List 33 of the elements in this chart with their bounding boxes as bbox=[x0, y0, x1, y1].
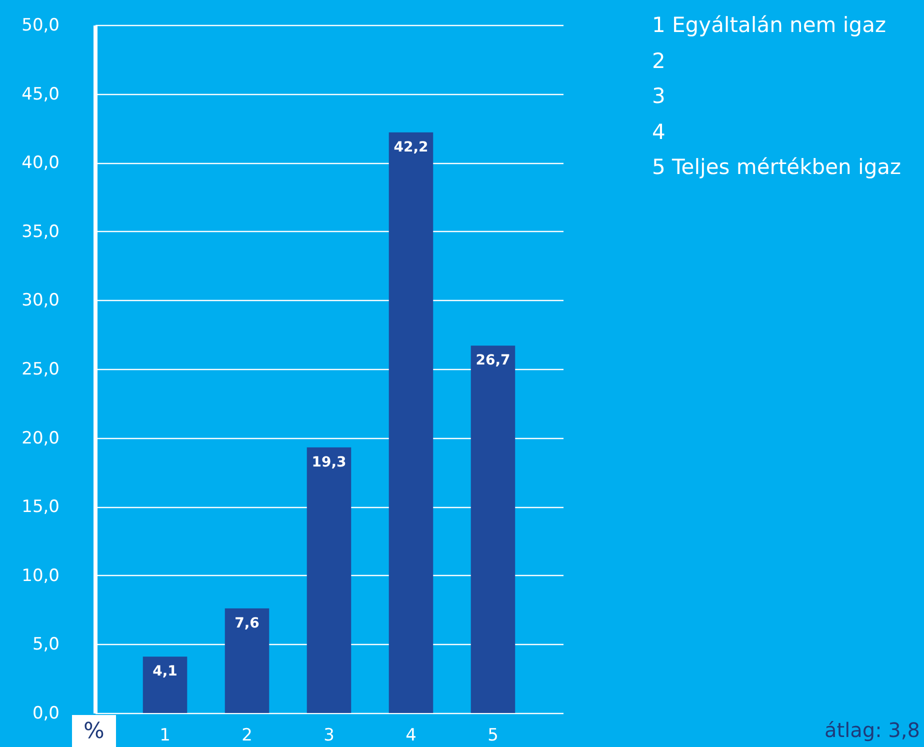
x-tick-label: 3 bbox=[324, 726, 334, 746]
y-tick-label: 40,0 bbox=[22, 153, 60, 174]
y-tick-label: 25,0 bbox=[22, 360, 60, 380]
bar bbox=[224, 608, 270, 713]
y-tick-label: 50,0 bbox=[22, 16, 60, 36]
bar bbox=[388, 132, 434, 713]
text: 2 bbox=[652, 48, 666, 74]
y-tick-label: 5,0 bbox=[32, 634, 60, 655]
y-tick-label: 45,0 bbox=[22, 84, 60, 104]
y-tick-label: 15,0 bbox=[22, 497, 60, 518]
text: átlag: 3,8 bbox=[824, 718, 920, 742]
y-tick-label: 30,0 bbox=[22, 290, 60, 311]
text: 3 bbox=[652, 83, 666, 110]
data-label: 4,1 bbox=[152, 664, 178, 680]
x-tick-label: 4 bbox=[406, 726, 416, 746]
data-label: 26,7 bbox=[476, 352, 510, 369]
x-tick-label: 5 bbox=[488, 726, 498, 746]
x-tick-label: 1 bbox=[160, 726, 170, 746]
y-tick-label: 35,0 bbox=[22, 222, 60, 242]
x-tick-label: 2 bbox=[242, 726, 252, 746]
bar bbox=[142, 656, 188, 713]
data-label: 42,2 bbox=[394, 139, 428, 156]
text: 5 Teljes mértékben igaz bbox=[652, 154, 902, 181]
text: 4 bbox=[652, 118, 666, 146]
bar bbox=[470, 346, 516, 713]
y-tick-label: 20,0 bbox=[22, 428, 60, 448]
y-axis-title: % bbox=[72, 715, 116, 747]
text: 1 Egyáltalán nem igaz bbox=[652, 12, 887, 39]
bar bbox=[306, 447, 352, 713]
data-label: 7,6 bbox=[234, 615, 260, 632]
data-label: 19,3 bbox=[312, 454, 346, 470]
y-tick-label: 0,0 bbox=[32, 704, 60, 724]
y-tick-label: 10,0 bbox=[22, 566, 60, 586]
